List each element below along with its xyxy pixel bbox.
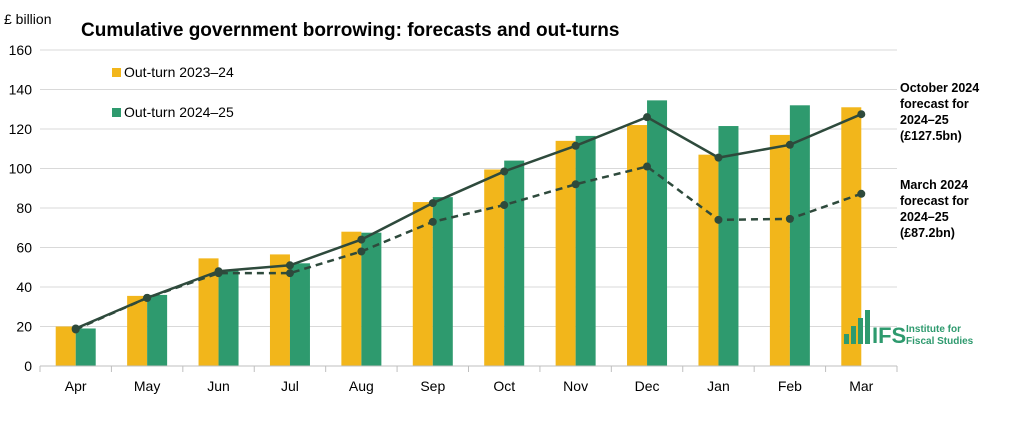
annotation-line: 2024–25 [900, 210, 949, 224]
line-series [71, 110, 866, 334]
x-tick-label: Sep [420, 378, 445, 394]
x-tick-label: Jun [207, 378, 230, 394]
march-2024-forecast-point-jul [285, 269, 294, 278]
october-2024-forecast-point-jul [285, 261, 294, 270]
bar-2024-25-apr [75, 328, 96, 366]
bar-series [55, 100, 862, 367]
x-tick-label: Dec [635, 378, 660, 394]
bar-2023-24-aug [341, 231, 362, 366]
y-tick-label: 160 [9, 42, 33, 58]
bar-2024-25-jan [718, 126, 739, 366]
annotation-line: 2024–25 [900, 113, 949, 127]
march-2024-forecast-point-may [143, 293, 152, 302]
bar-2024-25-sep [432, 197, 453, 366]
bar-2023-24-sep [412, 202, 433, 366]
logo-bar-3 [858, 318, 863, 344]
y-axis-unit-label: £ billion [4, 11, 51, 27]
logo-line-2: Fiscal Studies [906, 336, 974, 347]
logo-line-1: Institute for [906, 324, 961, 335]
annotation-line: forecast for [900, 194, 969, 208]
october-2024-forecast-point-feb [785, 140, 794, 149]
bar-2023-24-dec [627, 125, 648, 366]
march-2024-forecast-point-oct [500, 201, 509, 210]
y-tick-label: 100 [9, 161, 33, 177]
october-2024-forecast-line [75, 113, 862, 330]
october-2024-forecast-point-nov [571, 141, 580, 150]
logo-bar-2 [851, 326, 856, 344]
march-2024-forecast-point-jun [214, 269, 223, 278]
x-tick-label: Oct [493, 378, 515, 394]
march-2024-forecast-point-dec [643, 162, 652, 171]
x-tick-label: Jan [707, 378, 730, 394]
y-tick-label: 40 [16, 279, 32, 295]
y-tick-label: 120 [9, 121, 33, 137]
annotation-line: October 2024 [900, 81, 979, 95]
bar-2024-25-jun [218, 270, 239, 366]
annotation-line: forecast for [900, 97, 969, 111]
legend: Out-turn 2023–24 Out-turn 2024–25 [112, 64, 234, 120]
march-2024-forecast-point-mar [857, 189, 866, 198]
y-tick-label: 60 [16, 240, 32, 256]
march-2024-forecast-point-aug [357, 247, 366, 256]
bar-2024-25-dec [647, 100, 668, 367]
x-tick-label: Apr [65, 378, 87, 394]
x-tick-label: Feb [778, 378, 802, 394]
bar-2023-24-jan [698, 154, 719, 366]
legend-swatch-2024-25 [112, 108, 121, 117]
y-tick-label: 0 [24, 358, 32, 374]
october-2024-forecast-point-sep [428, 199, 437, 208]
x-tick-label: Nov [563, 378, 588, 394]
october-2024-forecast-point-mar [857, 110, 866, 119]
y-tick-label: 80 [16, 200, 32, 216]
march-2024-forecast-point-sep [428, 217, 437, 226]
october-2024-forecast-point-oct [500, 167, 509, 176]
bar-2023-24-apr [55, 326, 76, 366]
gridlines [40, 49, 897, 327]
bar-2023-24-may [127, 295, 148, 366]
october-2024-forecast-point-aug [357, 235, 366, 244]
x-tick-label: May [134, 378, 160, 394]
chart-title: Cumulative government borrowing: forecas… [81, 20, 619, 41]
annotation-line: (£127.5bn) [900, 129, 962, 143]
october-2024-forecast-point-jan [714, 153, 723, 162]
march-2024-forecast-point-feb [785, 214, 794, 223]
bar-2023-24-oct [484, 169, 505, 366]
march-2024-forecast-line [75, 165, 862, 331]
logo-mark: IFS [872, 323, 906, 348]
bar-2024-25-nov [575, 135, 596, 366]
x-tick-label: Aug [349, 378, 374, 394]
bar-2024-25-aug [361, 232, 382, 366]
logo-bar-4 [865, 310, 870, 344]
march-2024-forecast-point-jan [714, 215, 723, 224]
annotation-line: March 2024 [900, 178, 968, 192]
legend-label: Out-turn 2024–25 [124, 104, 234, 120]
bar-2024-25-feb [789, 105, 810, 367]
bar-2023-24-nov [555, 140, 576, 366]
y-tick-label: 20 [16, 319, 32, 335]
legend-swatch-2023-24 [112, 68, 121, 77]
march-2024-forecast-point-nov [571, 180, 580, 189]
annotation-line: (£87.2bn) [900, 226, 955, 240]
october-2024-forecast-point-dec [643, 113, 652, 122]
bar-2023-24-jul [269, 254, 290, 366]
bar-2024-25-jul [289, 263, 310, 366]
y-tick-label: 140 [9, 82, 33, 98]
bar-2023-24-mar [841, 107, 862, 367]
bar-2023-24-jun [198, 258, 219, 366]
bar-2024-25-oct [504, 160, 525, 366]
annotations: October 2024 forecast for 2024–25 (£127.5bn… [900, 81, 979, 240]
bar-2023-24-feb [769, 134, 790, 366]
x-tick-label: Jul [281, 378, 299, 394]
legend-label: Out-turn 2023–24 [124, 64, 234, 80]
axes: 0 20 40 60 80 100 120 140 160 Apr May Jun Jul Aug Sep O… [9, 42, 898, 394]
march-2024-forecast-point-apr [71, 325, 80, 334]
logo-bar-1 [844, 334, 849, 344]
bar-2024-25-may [147, 294, 168, 366]
x-tick-label: Mar [849, 378, 873, 394]
